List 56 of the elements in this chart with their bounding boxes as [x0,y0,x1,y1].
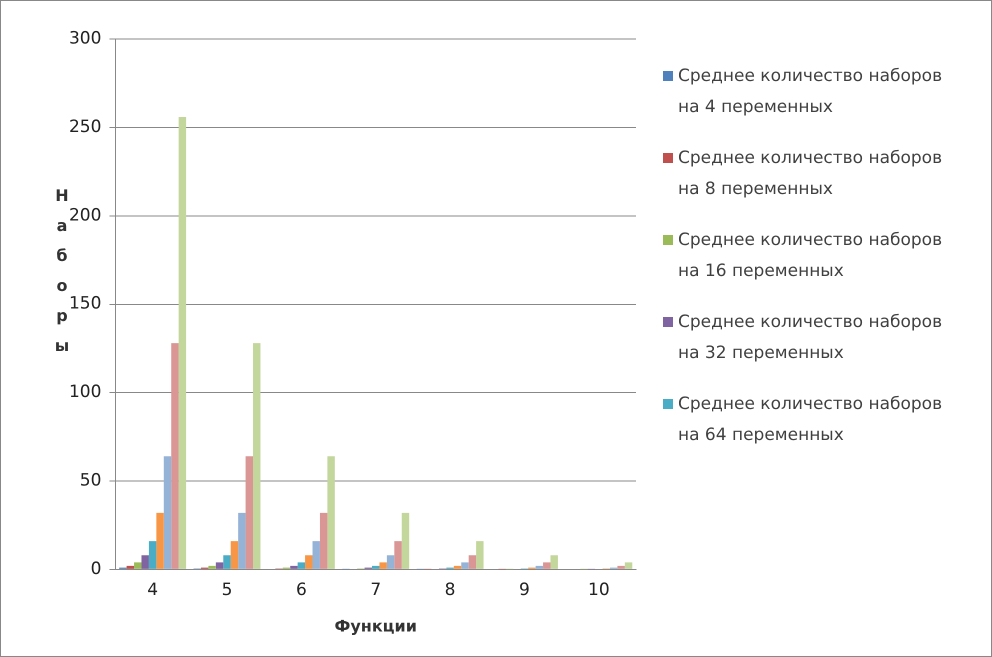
legend-label: Среднее количество наборов на 32 переменных [678,311,944,365]
bar [208,566,216,569]
bar [327,456,335,569]
bar [617,566,625,569]
bar [230,541,238,569]
x-tick-label: 6 [296,580,307,600]
y-tick-label: 300 [68,28,102,49]
bar [305,555,313,569]
bar [461,562,469,569]
bar [156,512,164,569]
bar [402,512,410,569]
bar [164,456,172,569]
bar [550,555,558,569]
bar [178,116,186,569]
bar [134,562,142,569]
bar [126,566,134,569]
bar [223,555,231,569]
x-tick-label: 7 [370,580,382,600]
y-tick-label: 50 [80,470,102,490]
bar [454,566,462,569]
bar [379,562,387,569]
x-tick-label: 5 [222,580,232,600]
bar [290,566,298,569]
y-tick-label: 0 [90,558,102,579]
x-tick-label: 10 [588,580,610,600]
y-tick-label: 150 [68,294,102,314]
x-tick-label: 9 [519,580,530,600]
bar [386,555,394,569]
bar [394,541,402,569]
x-axis-title: Функции [334,616,417,636]
bar [141,555,149,569]
bar [246,456,254,569]
bar [536,566,544,569]
bar [476,541,484,569]
bar [624,562,632,569]
y-tick-label: 250 [68,116,102,137]
bar [253,343,260,569]
x-tick-label: 8 [444,580,456,600]
legend-label: Среднее количество наборов на 4 переменных [678,65,944,119]
y-tick-label: 200 [68,205,102,226]
legend-label: Среднее количество наборов на 64 переменных [678,393,944,447]
bar [238,512,246,569]
legend-label: Среднее количество наборов на 8 переменных [678,147,944,201]
y-tick-label: 100 [68,382,102,402]
bar [543,562,550,569]
bar [372,566,380,569]
y-axis-title: Наборы [54,186,70,357]
bar [320,512,328,569]
bar [148,541,156,569]
bar [312,541,320,569]
bar [468,555,476,569]
bar [298,562,306,569]
legend-label: Среднее количество наборов на 16 переменных [678,229,944,283]
bar [216,562,224,569]
x-tick-label: 4 [147,580,158,600]
bar [171,343,179,569]
